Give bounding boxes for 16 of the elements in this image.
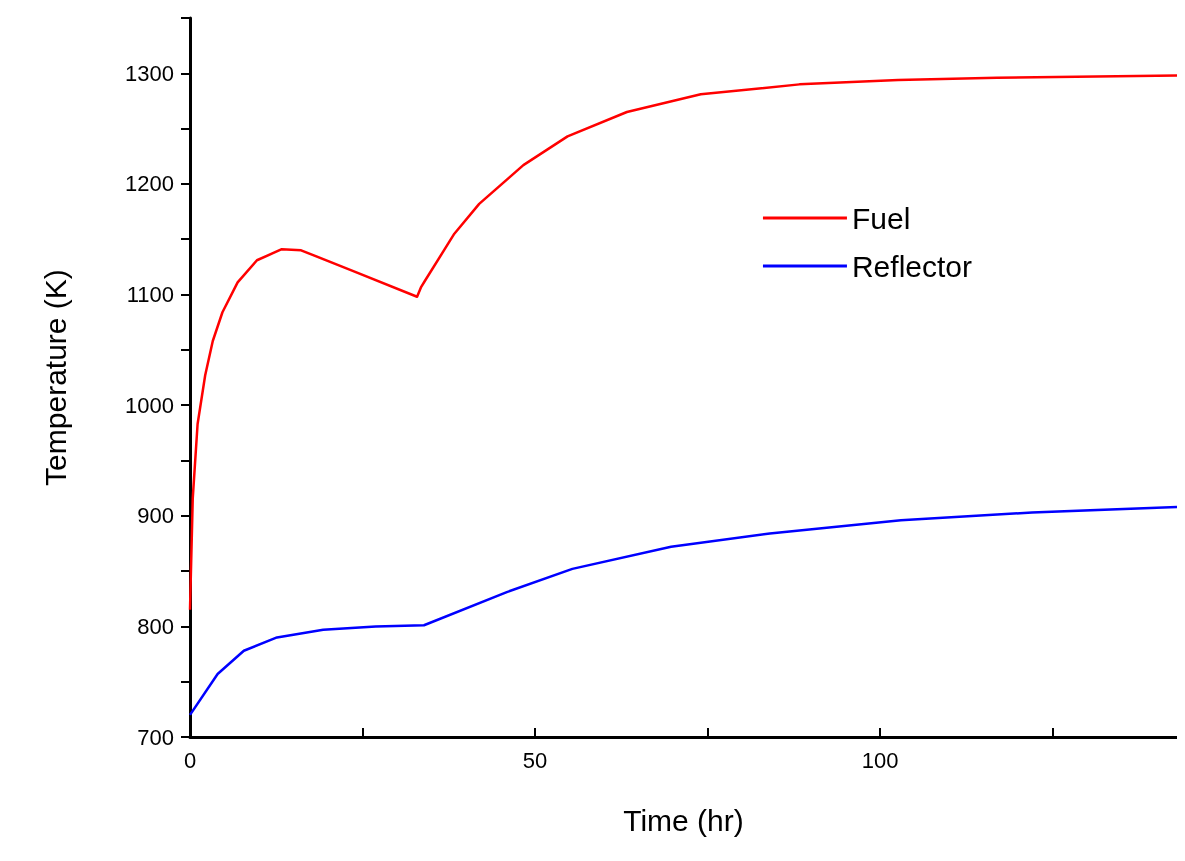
y-tick-label: 1000 bbox=[125, 392, 174, 418]
x-tick-label: 100 bbox=[861, 747, 899, 773]
y-tick-label: 1100 bbox=[126, 282, 174, 308]
y-tick-label: 900 bbox=[137, 503, 174, 529]
y-tick-label: 1200 bbox=[125, 171, 174, 197]
legend-label: Fuel bbox=[851, 201, 911, 235]
x-tick-label: 50 bbox=[522, 747, 548, 773]
y-tick-label: 1300 bbox=[125, 60, 174, 86]
x-axis-title: Time (hr) bbox=[623, 803, 744, 837]
line-series bbox=[188, 505, 1177, 717]
y-axis-title: Temperature (K) bbox=[38, 269, 72, 486]
x-tick-label: 0 bbox=[183, 747, 197, 773]
line-series bbox=[188, 74, 1177, 612]
legend-label: Reflector bbox=[851, 249, 973, 283]
y-tick-label: 800 bbox=[137, 613, 174, 639]
y-tick-label: 700 bbox=[137, 724, 174, 750]
